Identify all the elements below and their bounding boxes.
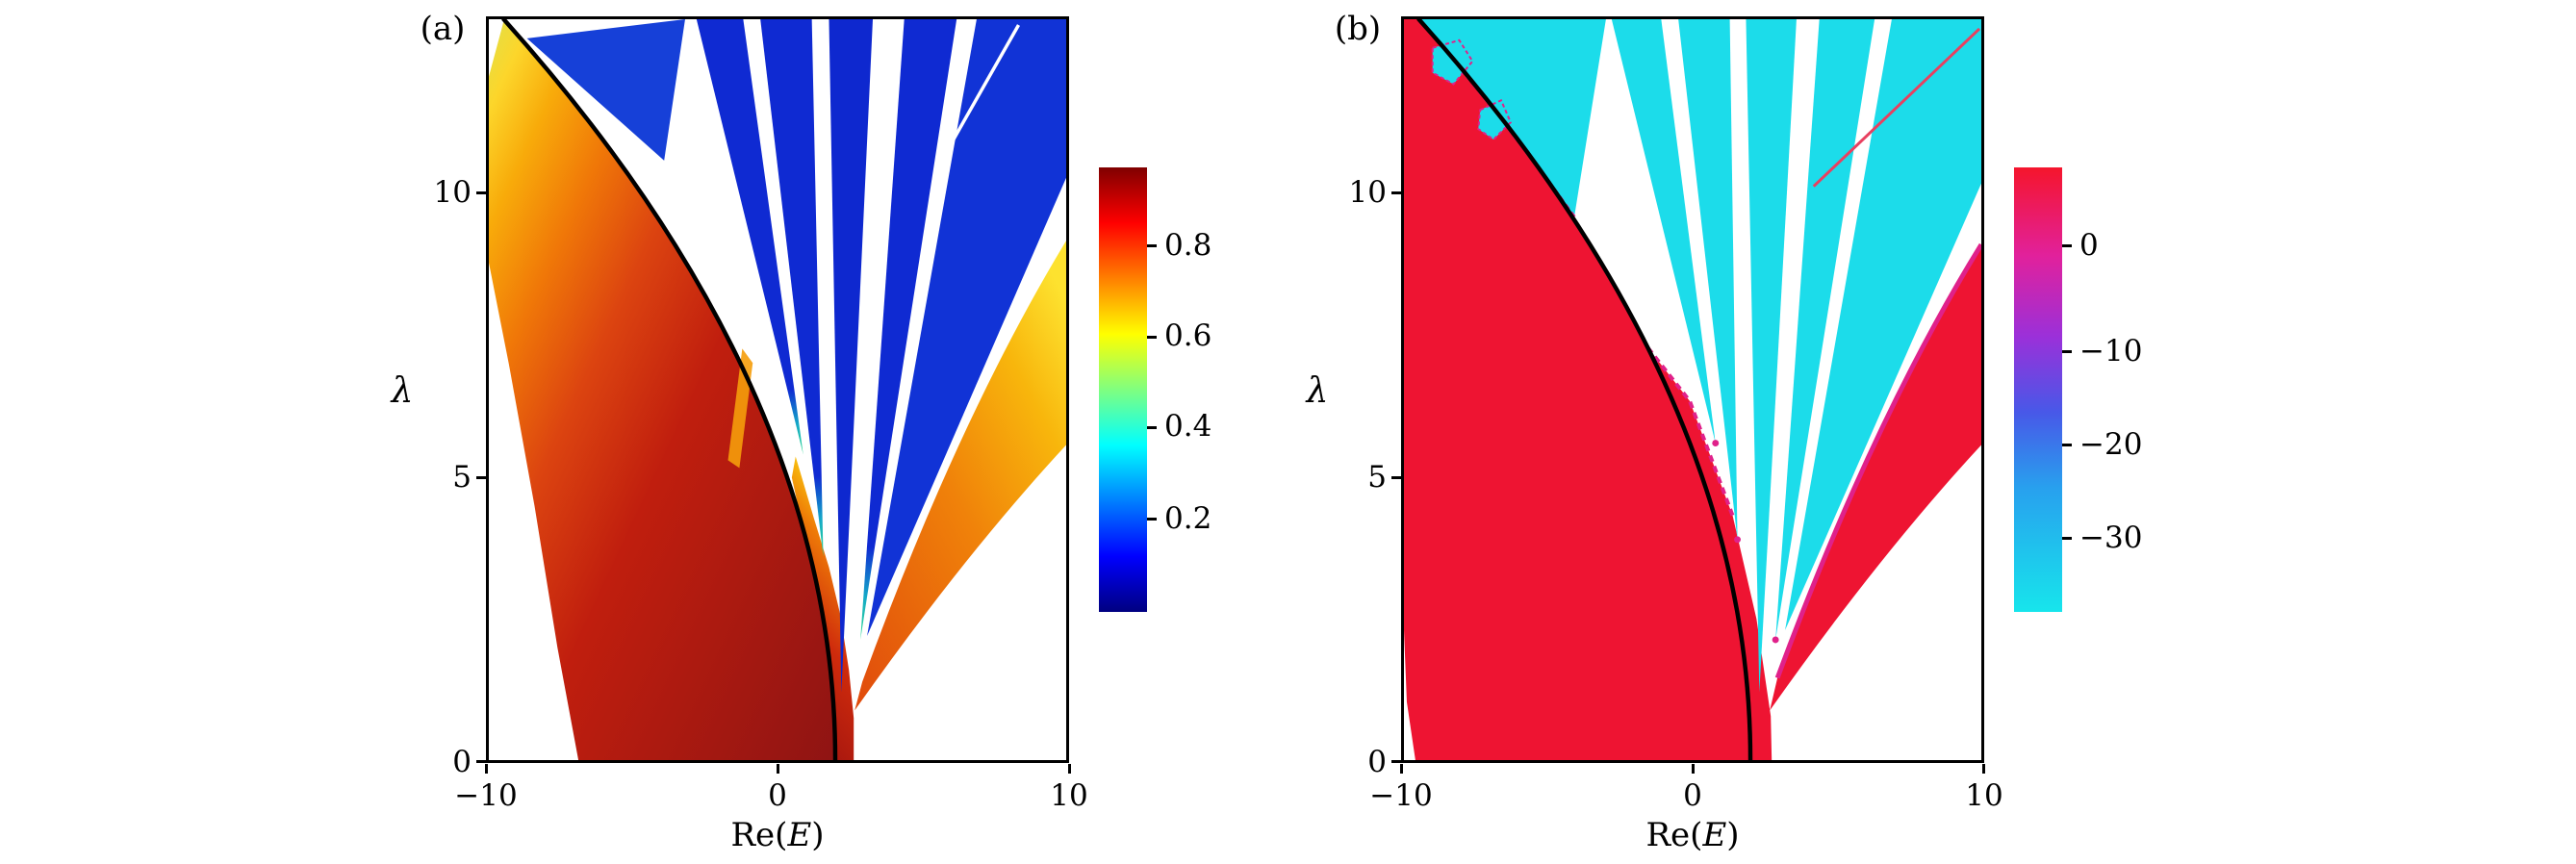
- panel-b-xlabel: Re(E): [1596, 816, 1789, 854]
- x-tick-mark: [1692, 764, 1695, 774]
- delocalized-region-a: [489, 20, 836, 760]
- xlabel-close: ): [1726, 816, 1740, 854]
- blue-wedge-central-a: [829, 19, 874, 693]
- x-tick-mark: [1068, 764, 1071, 774]
- right-red-band-b: [1770, 244, 1981, 711]
- panel-a-ylabel: λ: [391, 371, 414, 411]
- xlabel-variable: E: [1702, 816, 1727, 854]
- y-tick-mark: [1391, 760, 1401, 763]
- y-tick-label: 0: [1367, 745, 1387, 779]
- panel-a-label: (a): [420, 10, 466, 48]
- xlabel-roman: Re(: [730, 816, 788, 854]
- colorbar-tick-label: 0.6: [1164, 318, 1212, 353]
- magenta-fringe-tail-b: [1645, 346, 1735, 517]
- colorbar-b: [2014, 167, 2062, 612]
- white-sliver-a: [938, 24, 1021, 164]
- y-tick-mark: [1391, 476, 1401, 479]
- cyan-wedge-4-b: [1775, 19, 1875, 640]
- cyan-patch-2-b: [1477, 99, 1513, 141]
- y-tick-mark: [476, 476, 486, 479]
- panel-a-plot: [486, 16, 1069, 763]
- xlabel-variable: E: [787, 816, 812, 854]
- panel-b-ylabel: λ: [1306, 371, 1329, 411]
- colorbar-tick-mark: [2062, 444, 2072, 446]
- x-tick-label: 0: [768, 778, 787, 813]
- colorbar-tick-mark: [2062, 244, 2072, 247]
- colorbar-tick-label: 0.2: [1164, 501, 1212, 536]
- colorbar-tick-label: 0: [2079, 228, 2099, 263]
- panel-b-heatmap: [1404, 19, 1981, 760]
- x-tick-label: 10: [1965, 778, 2003, 813]
- blue-wedge-topleft-a: [526, 19, 685, 161]
- x-tick-label: −10: [1369, 778, 1433, 813]
- phase-boundary-curve-b: [1416, 19, 1753, 760]
- colorbar-tick-label: 0.8: [1164, 228, 1212, 263]
- colorbar-tick-mark: [1147, 426, 1157, 429]
- cyan-wedge-1-b: [1611, 19, 1716, 444]
- magenta-speck: [1734, 536, 1741, 544]
- panel-b-label: (b): [1334, 10, 1382, 48]
- y-tick-label: 5: [1367, 460, 1387, 495]
- blue-wedge-topright-a: [867, 19, 1066, 637]
- colorbar-tick-mark: [1147, 336, 1157, 339]
- curve-tail-region-b: [1647, 347, 1773, 760]
- zero-ipr-region-b: [1404, 19, 1751, 760]
- x-tick-mark: [1400, 764, 1403, 774]
- magenta-fringe-band-b: [1774, 242, 1981, 679]
- cyan-wedge-topright-b: [1785, 19, 1981, 631]
- y-tick-label: 0: [452, 745, 472, 779]
- blue-wedge-2-a: [760, 19, 824, 557]
- colorbar-tick-mark: [2062, 537, 2072, 540]
- magenta-speck: [1712, 440, 1720, 447]
- y-tick-mark: [476, 760, 486, 763]
- panel-a-xlabel: Re(E): [681, 816, 874, 854]
- y-tick-label: 5: [452, 460, 472, 495]
- panel-a-heatmap: [489, 19, 1066, 760]
- x-tick-label: 0: [1683, 778, 1702, 813]
- colorbar-tick-label: −30: [2079, 521, 2143, 555]
- colorbar-tick-mark: [1147, 518, 1157, 521]
- xlabel-roman: Re(: [1645, 816, 1703, 854]
- magenta-speck: [1772, 636, 1779, 644]
- xlabel-close: ): [811, 816, 825, 854]
- red-sliver-b: [1812, 27, 1981, 188]
- colorbar-tick-mark: [2062, 350, 2072, 353]
- x-tick-mark: [485, 764, 488, 774]
- y-tick-mark: [476, 191, 486, 194]
- phase-boundary-curve-a: [501, 19, 838, 760]
- x-tick-mark: [1982, 764, 1985, 774]
- x-tick-label: −10: [454, 778, 518, 813]
- y-tick-label: 10: [1348, 175, 1387, 210]
- y-tick-label: 10: [433, 175, 472, 210]
- right-orange-band-a: [854, 241, 1066, 711]
- x-tick-label: 10: [1050, 778, 1088, 813]
- colorbar-tick-label: −10: [2079, 334, 2143, 368]
- colorbar-tick-mark: [1147, 244, 1157, 247]
- panel-b-plot: [1401, 16, 1984, 763]
- blue-wedge-1-a: [696, 19, 803, 455]
- colorbar-a: [1099, 167, 1147, 612]
- x-tick-mark: [777, 764, 779, 774]
- cyan-wedge-central-b: [1746, 19, 1797, 693]
- colorbar-tick-label: 0.4: [1164, 409, 1212, 444]
- y-tick-mark: [1391, 191, 1401, 194]
- blue-wedge-4-a: [860, 19, 957, 640]
- colorbar-tick-label: −20: [2079, 427, 2143, 462]
